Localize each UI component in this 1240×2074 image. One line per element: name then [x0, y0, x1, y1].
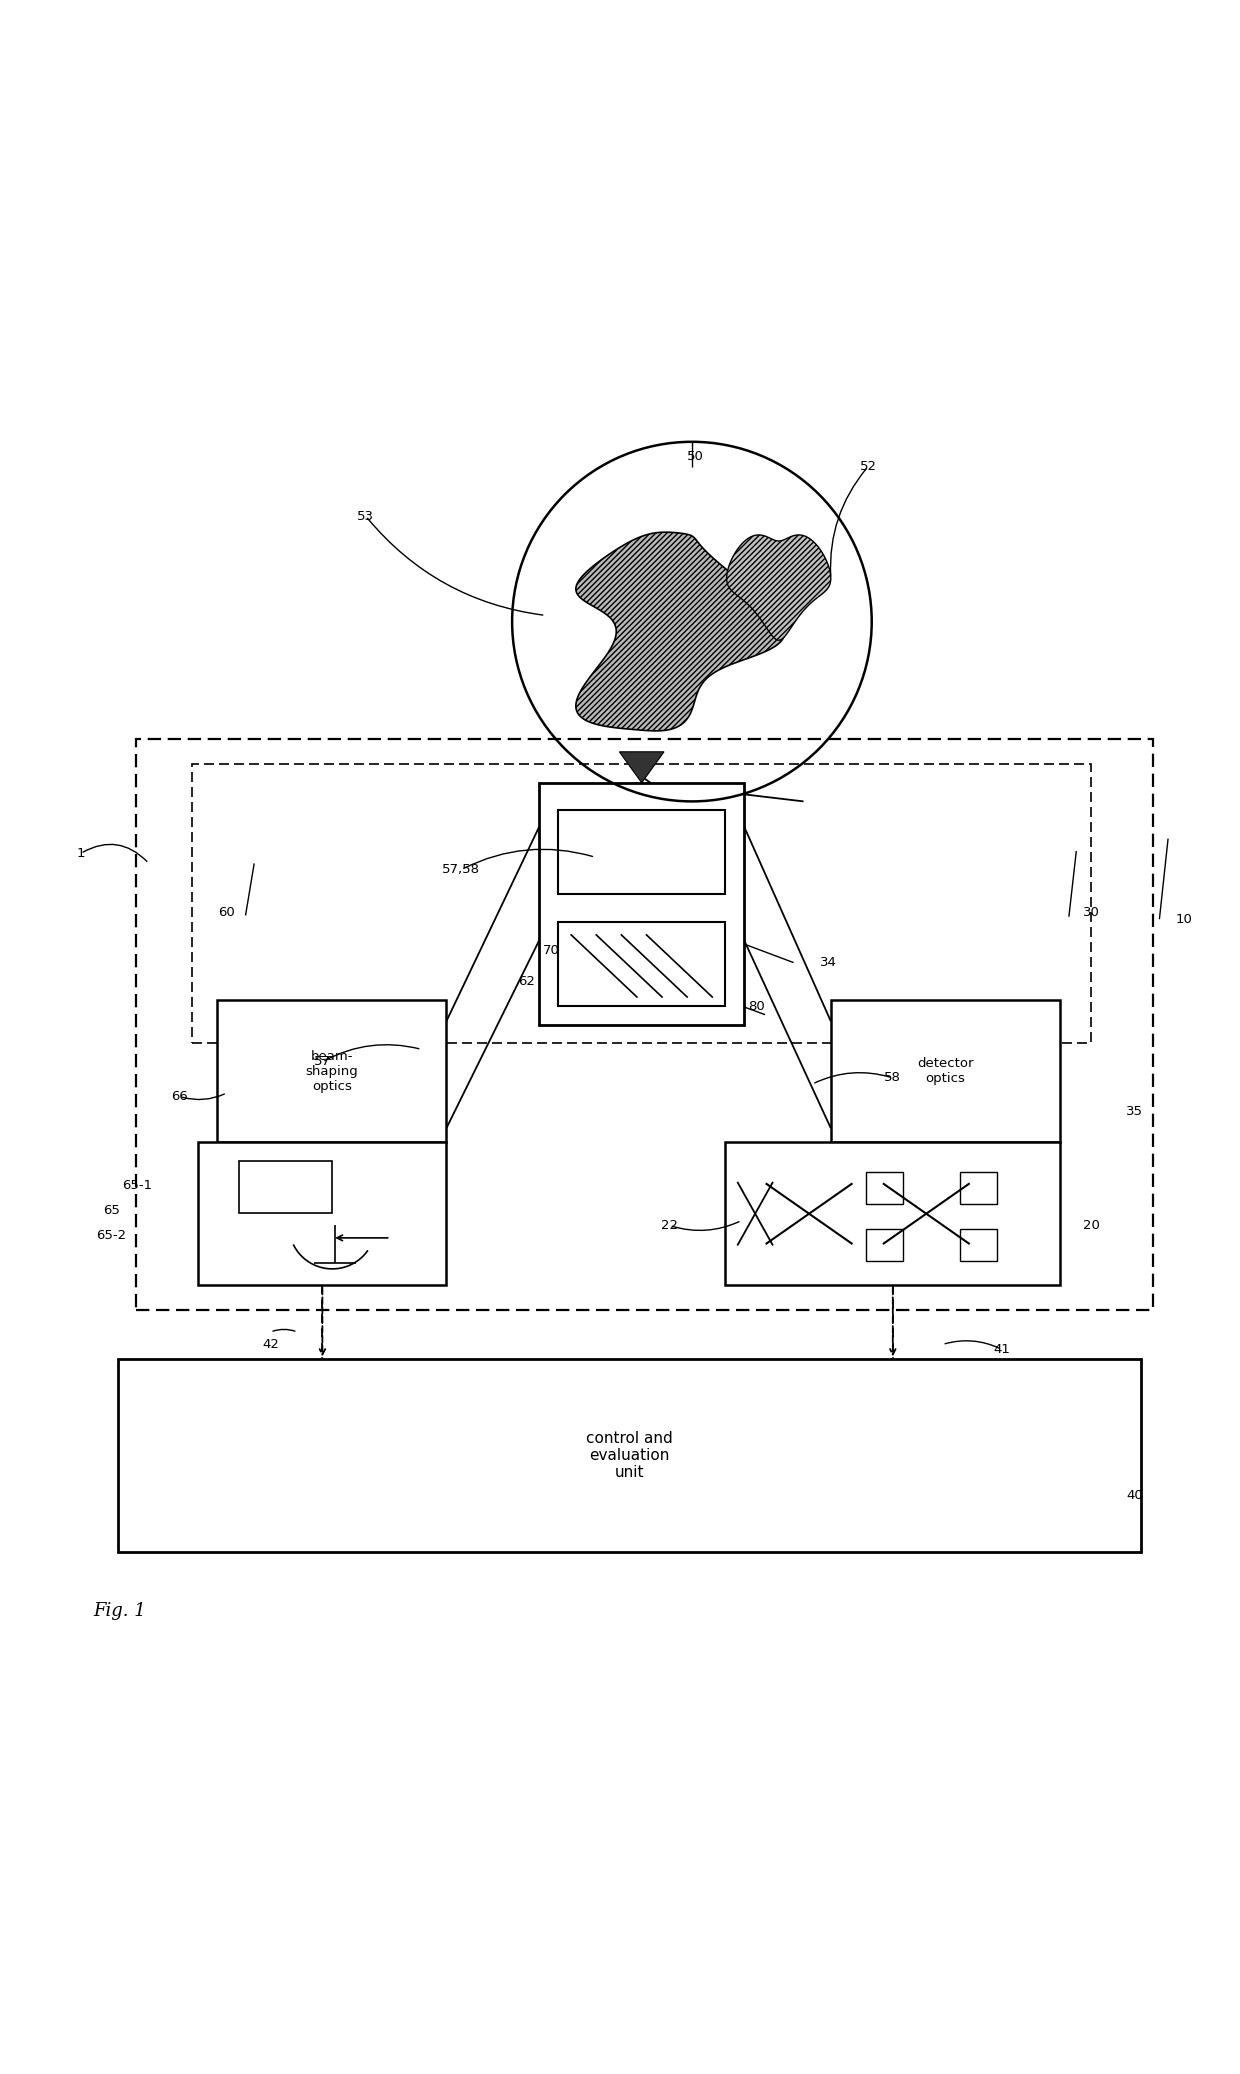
Text: 20: 20 — [1083, 1220, 1100, 1232]
Text: 50: 50 — [687, 450, 704, 463]
Text: 80: 80 — [748, 1000, 765, 1012]
Text: detector
optics: detector optics — [918, 1058, 973, 1085]
Bar — [558, 921, 725, 1006]
Text: beam-
shaping
optics: beam- shaping optics — [305, 1049, 358, 1093]
Bar — [118, 1358, 1141, 1551]
Bar — [217, 1000, 446, 1143]
Text: 34: 34 — [820, 956, 837, 969]
Text: 22: 22 — [661, 1220, 678, 1232]
Bar — [960, 1172, 997, 1203]
Text: 30: 30 — [1083, 906, 1100, 919]
Bar — [960, 1230, 997, 1261]
Bar — [239, 1161, 332, 1213]
Text: 58: 58 — [884, 1072, 901, 1085]
Text: 65-1: 65-1 — [123, 1180, 153, 1193]
Bar — [866, 1230, 903, 1261]
Text: 10: 10 — [1176, 913, 1193, 925]
Text: 1: 1 — [77, 846, 84, 861]
Polygon shape — [727, 535, 831, 641]
Text: 65-2: 65-2 — [97, 1230, 126, 1242]
Text: 35: 35 — [1126, 1105, 1143, 1118]
Text: 66: 66 — [171, 1091, 188, 1103]
Polygon shape — [575, 533, 785, 730]
Text: 52: 52 — [859, 460, 877, 473]
Bar — [725, 1143, 1060, 1286]
Text: 41: 41 — [993, 1344, 1011, 1356]
Text: 57: 57 — [314, 1056, 331, 1068]
Text: 60: 60 — [218, 906, 236, 919]
Bar — [831, 1000, 1060, 1143]
Bar — [136, 740, 1153, 1311]
Text: 70: 70 — [543, 944, 560, 956]
Text: control and
evaluation
unit: control and evaluation unit — [587, 1431, 672, 1481]
Text: 62: 62 — [518, 975, 536, 987]
Bar — [198, 1143, 446, 1286]
Text: 53: 53 — [357, 510, 374, 523]
Text: 42: 42 — [262, 1338, 279, 1350]
Bar — [539, 782, 744, 1025]
Bar — [866, 1172, 903, 1203]
Polygon shape — [619, 751, 665, 782]
Text: 65: 65 — [103, 1205, 120, 1217]
Text: 57,58: 57,58 — [443, 863, 480, 875]
Text: Fig. 1: Fig. 1 — [93, 1601, 146, 1620]
Bar — [558, 811, 725, 894]
Bar — [192, 763, 1091, 1043]
Text: 40: 40 — [1126, 1489, 1143, 1502]
